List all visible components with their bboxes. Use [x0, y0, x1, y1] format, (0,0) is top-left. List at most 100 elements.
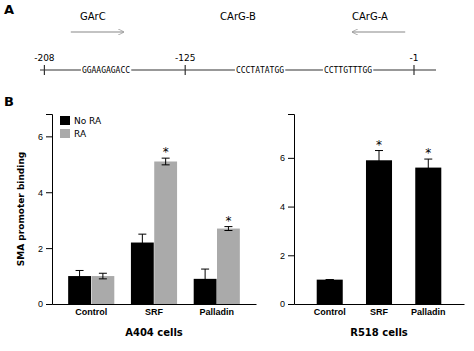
x-axis: Control SRF Palladin: [295, 304, 465, 317]
bar-chart: 0246ControlSRFPalladin**A404 cellsSMA pr…: [16, 115, 257, 339]
legend: No RA RA: [60, 116, 102, 139]
x-tick: SRF: [370, 304, 389, 317]
y-tick-label: 0: [38, 299, 43, 309]
error-bar-line: [379, 151, 380, 170]
region-label: GArC: [80, 11, 106, 22]
legend-swatch: [60, 129, 70, 138]
x-tick-label: Palladin: [200, 307, 235, 317]
y-tick-mark: [46, 192, 52, 193]
y-axis: 0 2 4 6: [38, 115, 53, 310]
bar: [154, 162, 177, 305]
y-tick: 4: [280, 202, 294, 212]
y-tick: 4: [38, 188, 52, 198]
x-tick-label: SRF: [145, 307, 164, 317]
panel-label: A: [4, 2, 14, 17]
error-bar-line: [102, 273, 103, 279]
x-tick: Palladin: [200, 304, 235, 317]
panel-label: B: [4, 94, 14, 109]
region-label: CArG-A: [352, 11, 388, 22]
sequence-background: [323, 65, 373, 76]
x-tick: Control: [75, 304, 107, 317]
sequence-background: [235, 65, 285, 76]
error-bar-line: [428, 159, 429, 176]
x-axis-line: [295, 304, 465, 305]
sequence-background: [81, 65, 131, 76]
x-tick-label: SRF: [370, 307, 389, 317]
y-axis-line: [46, 115, 53, 305]
error-bar: [375, 151, 383, 170]
y-tick-mark: [288, 207, 294, 208]
y-tick: 0: [280, 299, 294, 309]
error-bar: [138, 234, 146, 251]
error-bar-cap: [326, 279, 334, 280]
bar: [217, 229, 240, 304]
y-axis-title: SMA promoter binding: [16, 152, 26, 266]
region-label: CArG-B: [220, 11, 256, 22]
x-tick: Control: [314, 304, 346, 317]
x-tick-label: Control: [314, 307, 346, 317]
position-label: -1: [410, 53, 419, 63]
error-bar-cap: [76, 270, 84, 271]
figure: GArC CArG-B CArG-A -208 -125 -1 GGAAGAGACC CCCT…: [0, 0, 474, 351]
y-tick-label: 2: [38, 243, 43, 253]
y-tick-label: 6: [280, 153, 285, 163]
y-tick-label: 4: [280, 202, 285, 212]
error-bar-line: [205, 269, 206, 289]
error-bar-cap: [424, 176, 432, 177]
legend-swatch: [60, 116, 70, 125]
y-axis-line: [288, 115, 295, 305]
error-bar: [201, 269, 209, 289]
x-tick: Palladin: [411, 304, 446, 317]
diagram: GArC CArG-B CArG-A -208 -125 -1 GGAAGAGACC CCCT…: [34, 11, 436, 76]
position-label: -208: [34, 53, 55, 63]
y-tick-mark: [46, 248, 52, 249]
y-tick: 2: [38, 243, 52, 253]
sequence-label: CCCTATATGG: [236, 66, 284, 75]
error-bar: [424, 159, 432, 176]
y-tick-mark: [288, 304, 294, 305]
sequence-label: CCTTGTTTGG: [324, 66, 372, 75]
y-tick: 2: [280, 251, 294, 261]
legend-label: RA: [74, 129, 87, 139]
x-tick-label: Control: [75, 307, 107, 317]
y-tick: 6: [38, 132, 52, 142]
bar: [131, 243, 154, 304]
bar-chart: 0 2 4 6 Control SRF Palladin * * R518 cells: [280, 115, 465, 339]
position-label: -125: [175, 53, 195, 63]
y-tick-mark: [46, 304, 52, 305]
y-tick-label: 0: [280, 299, 285, 309]
y-tick-mark: [46, 136, 52, 137]
error-bar: [76, 270, 84, 281]
legend-item: No RA: [60, 116, 102, 126]
sequence-label: GGAAGAGACC: [82, 66, 130, 75]
error-bar-cap: [375, 170, 383, 171]
x-axis-title: R518 cells: [350, 327, 408, 338]
x-tick-label: Palladin: [411, 307, 446, 317]
y-tick: 0: [38, 299, 52, 309]
annotation: *: [425, 146, 431, 160]
legend-label: No RA: [74, 116, 102, 126]
annotation: *: [163, 145, 169, 159]
error-bar-cap: [138, 250, 146, 251]
error-bar: [99, 273, 107, 279]
x-axis: Control SRF Palladin: [53, 304, 257, 317]
error-bar-cap: [99, 273, 107, 274]
plot-area: [317, 151, 442, 304]
error-bar-cap: [201, 269, 209, 270]
y-tick-label: 6: [38, 132, 43, 142]
plot-area: [68, 158, 240, 304]
y-tick-label: 2: [280, 251, 285, 261]
arrow: [352, 31, 405, 32]
position-tick: [413, 65, 414, 75]
bar: [91, 276, 114, 304]
annotation: *: [225, 214, 231, 228]
error-bar-cap: [76, 281, 84, 282]
x-axis-line: [53, 304, 257, 305]
y-tick-mark: [288, 255, 294, 256]
y-axis: 0 2 4 6: [280, 115, 295, 310]
bar: [317, 280, 343, 304]
annotation: *: [376, 138, 382, 152]
arrow: [71, 31, 124, 32]
error-bar-cap: [99, 278, 107, 279]
error-bar-cap: [201, 288, 209, 289]
